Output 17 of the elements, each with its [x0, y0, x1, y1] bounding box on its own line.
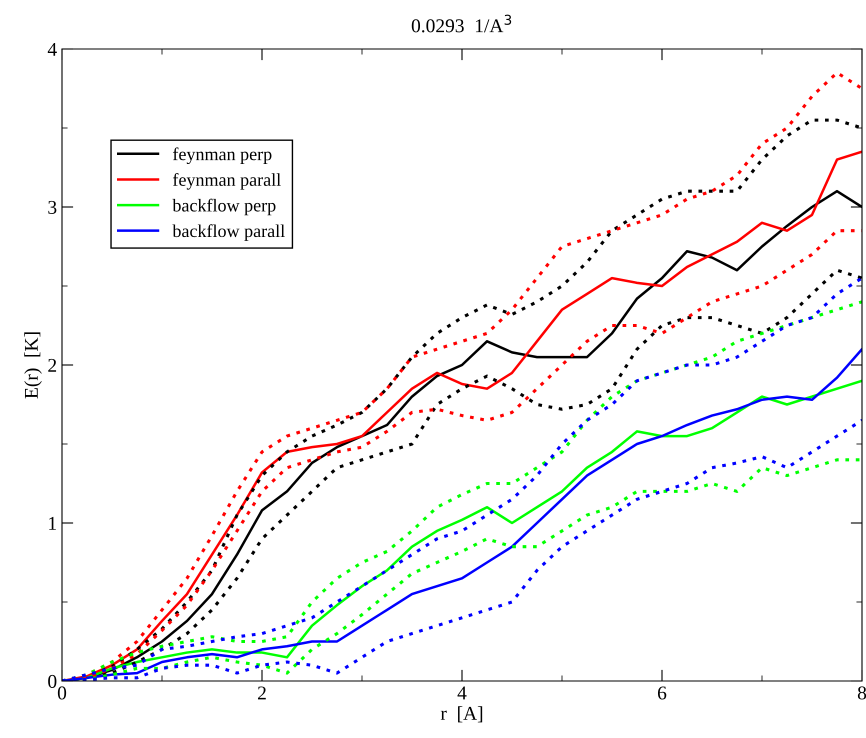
legend-label: backflow parall	[172, 224, 285, 241]
y-tick-label: 2	[48, 358, 56, 372]
x-tick-label: 6	[658, 686, 666, 700]
x-tick-label: 0	[58, 686, 66, 700]
y-axis-title: E(r) [K]	[24, 332, 42, 398]
y-tick-label: 3	[48, 200, 56, 214]
y-tick-label: 1	[49, 516, 56, 530]
x-tick-label: 2	[258, 686, 266, 700]
chart-title: 0.0293 1/A$^{3}$	[412, 14, 512, 32]
x-tick-label: 4	[458, 686, 467, 700]
y-tick-label: 0	[48, 674, 56, 688]
x-tick-label: 8	[858, 686, 866, 700]
x-axis-title: r [A]	[440, 706, 482, 722]
legend-label: backflow perp	[172, 198, 276, 216]
legend-label: feynman perp	[172, 147, 272, 164]
y-tick-label: 4	[48, 42, 57, 56]
legend-label: feynman parall	[172, 173, 281, 190]
